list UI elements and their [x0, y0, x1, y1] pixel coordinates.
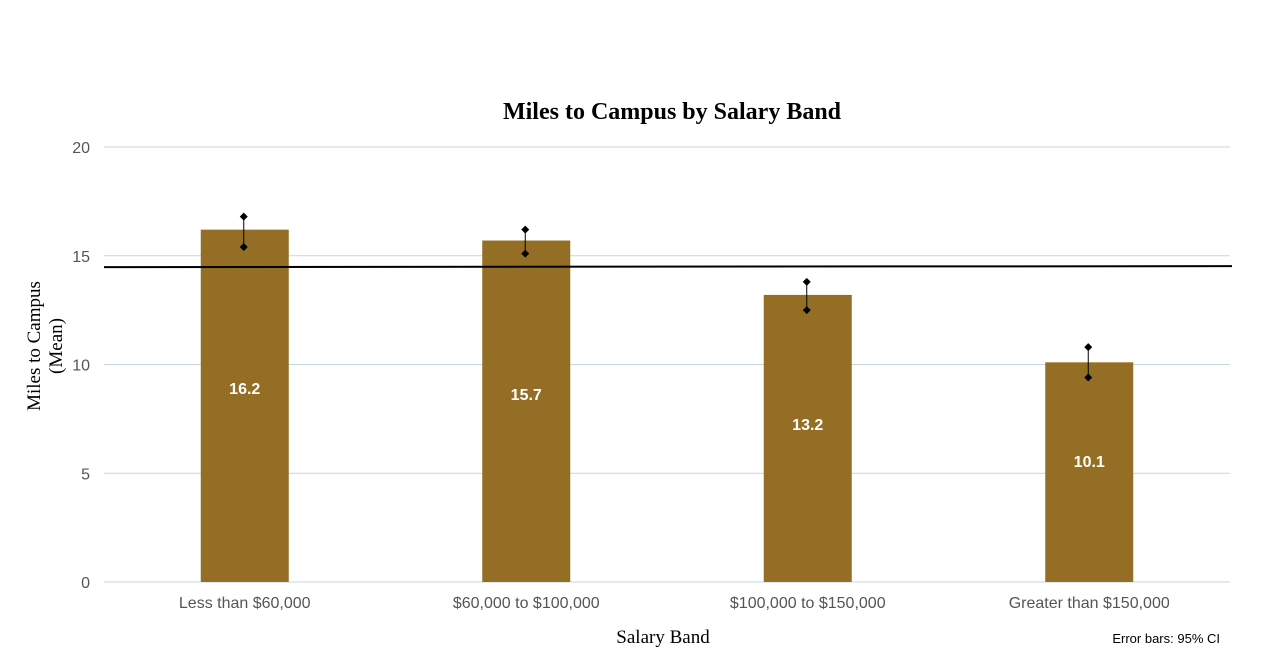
error-bar-marker [802, 277, 811, 286]
y-axis-label-line-2: (Mean) [46, 318, 67, 374]
y-tick-label: 10 [72, 358, 90, 375]
data-label: 13.2 [792, 417, 823, 434]
y-tick-label: 20 [72, 140, 90, 157]
error-bar-marker [239, 243, 248, 252]
error-bar-marker [521, 225, 530, 234]
error-bar-marker [521, 249, 530, 258]
y-tick-label: 5 [81, 466, 90, 483]
x-tick-label: Greater than $150,000 [1009, 595, 1170, 612]
x-tick-label: Less than $60,000 [179, 595, 311, 612]
x-axis-label: Salary Band [616, 627, 710, 648]
bar [200, 229, 289, 582]
data-label: 16.2 [229, 381, 260, 398]
x-tick-label: $100,000 to $150,000 [730, 595, 886, 612]
reference-line [103, 265, 1233, 269]
error-bar-marker [1084, 373, 1093, 382]
data-label: 15.7 [511, 387, 542, 404]
error-bars-note: Error bars: 95% CI [1112, 631, 1220, 646]
bar [1045, 362, 1134, 582]
error-bar-marker [239, 212, 248, 221]
bar [482, 240, 571, 582]
y-tick-label: 15 [72, 249, 90, 266]
error-bar-marker [802, 306, 811, 315]
x-tick-label: $60,000 to $100,000 [453, 595, 600, 612]
y-tick-label: 0 [81, 575, 90, 592]
bar [763, 294, 852, 582]
y-axis-label-line-1: Miles to Campus [24, 281, 45, 411]
chart-title: Miles to Campus by Salary Band [503, 99, 842, 125]
error-bar-marker [1084, 343, 1093, 352]
data-label: 10.1 [1074, 454, 1105, 471]
